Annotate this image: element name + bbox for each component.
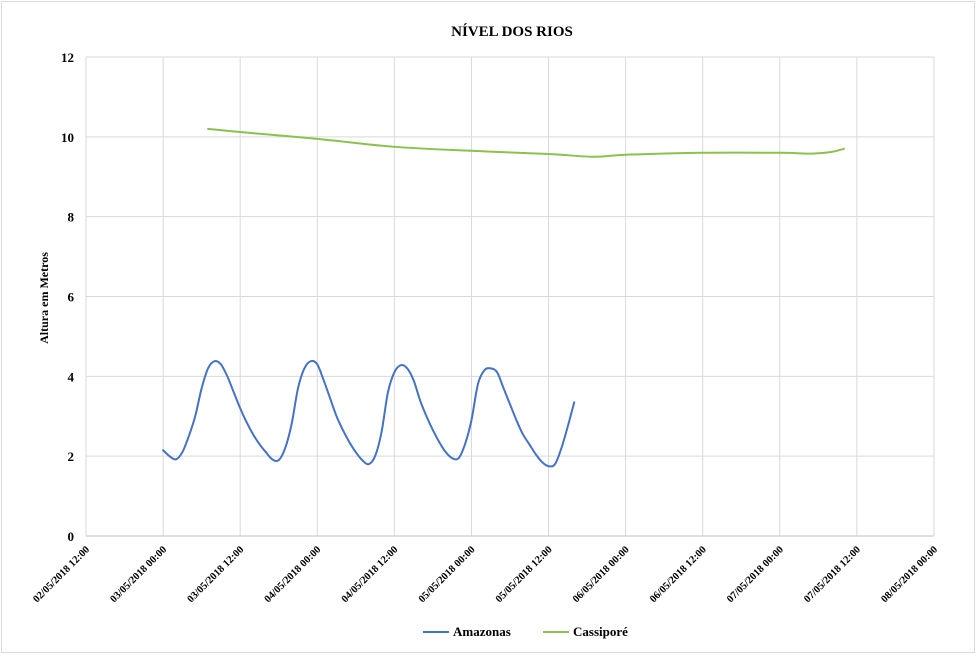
y-tick-label: 4 — [68, 369, 75, 384]
x-tick-label: 07/05/2018 00:00 — [725, 544, 786, 605]
x-tick-label: 03/05/2018 12:00 — [186, 544, 247, 605]
x-tick-label: 06/05/2018 00:00 — [571, 544, 632, 605]
x-tick-label: 05/05/2018 12:00 — [494, 544, 555, 605]
legend: Amazonas Cassiporé — [423, 624, 628, 639]
x-tick-label: 07/05/2018 12:00 — [802, 544, 863, 605]
y-tick-label: 10 — [61, 130, 74, 145]
x-tick-label: 02/05/2018 12:00 — [31, 544, 92, 605]
x-tick-label: 04/05/2018 12:00 — [340, 544, 401, 605]
x-tick-label: 03/05/2018 00:00 — [108, 544, 169, 605]
series-lines — [162, 127, 846, 468]
x-tick-label: 05/05/2018 00:00 — [417, 544, 478, 605]
y-tick-label: 6 — [68, 290, 75, 305]
legend-label: Cassiporé — [573, 624, 628, 639]
y-tick-label: 12 — [61, 50, 74, 65]
chart-title: NÍVEL DOS RIOS — [451, 23, 573, 40]
y-axis-tick-labels: 0 2 4 6 8 10 12 — [61, 50, 75, 544]
x-axis-tick-labels: 02/05/2018 12:00 03/05/2018 00:00 03/05/20… — [31, 544, 940, 605]
y-tick-label: 2 — [68, 449, 75, 464]
y-tick-label: 0 — [68, 529, 75, 544]
series-line-amazonas — [162, 359, 576, 468]
series-line-cassipore — [207, 127, 846, 158]
y-tick-label: 8 — [68, 210, 75, 225]
x-tick-label: 08/05/2018 00:00 — [879, 544, 940, 605]
x-tick-label: 06/05/2018 12:00 — [648, 544, 709, 605]
legend-label: Amazonas — [453, 624, 511, 639]
horizontal-gridlines — [86, 56, 934, 537]
y-axis-label: Altura em Metros — [37, 252, 51, 344]
x-tick-label: 04/05/2018 00:00 — [263, 544, 324, 605]
